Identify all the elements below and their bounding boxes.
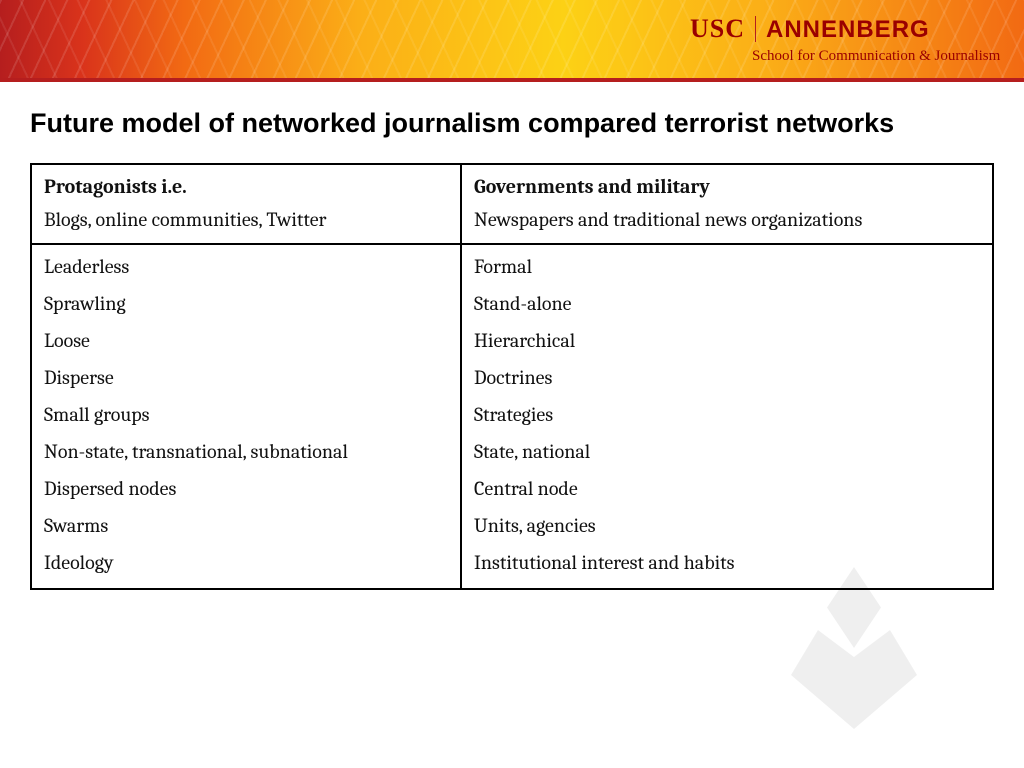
col-subtitle: Blogs, online communities, Twitter bbox=[44, 208, 448, 231]
attr-item: Hierarchical bbox=[474, 329, 980, 352]
attr-item: Institutional interest and habits bbox=[474, 551, 980, 574]
attr-item: Leaderless bbox=[44, 255, 448, 278]
col-title: Protagonists i.e. bbox=[44, 175, 448, 198]
slide-title: Future model of networked journalism com… bbox=[30, 108, 994, 139]
attr-item: Formal bbox=[474, 255, 980, 278]
attr-item: Central node bbox=[474, 477, 980, 500]
table-body-row: Leaderless Sprawling Loose Disperse Small gr… bbox=[31, 244, 993, 589]
attr-item: Ideology bbox=[44, 551, 448, 574]
attr-item: Doctrines bbox=[474, 366, 980, 389]
attr-item: Stand-alone bbox=[474, 292, 980, 315]
attr-item: Small groups bbox=[44, 403, 448, 426]
table-header-cell: Governments and military Newspapers and … bbox=[461, 164, 993, 244]
attr-item: Strategies bbox=[474, 403, 980, 426]
brand-subline: School for Communication & Journalism bbox=[664, 48, 1006, 65]
attr-list: Formal Stand-alone Hierarchical Doctrines St… bbox=[474, 255, 980, 574]
table-body-cell: Leaderless Sprawling Loose Disperse Small gr… bbox=[31, 244, 461, 589]
brand-annenberg: ANNENBERG bbox=[766, 16, 930, 44]
banner-strip bbox=[0, 78, 1024, 82]
col-subtitle: Newspapers and traditional news organiza… bbox=[474, 208, 980, 231]
col-title: Governments and military bbox=[474, 175, 980, 198]
table-body-cell: Formal Stand-alone Hierarchical Doctrines St… bbox=[461, 244, 993, 589]
slide-content: Future model of networked journalism com… bbox=[0, 82, 1024, 590]
attr-item: Sprawling bbox=[44, 292, 448, 315]
attr-item: State, national bbox=[474, 440, 980, 463]
brand-usc: USC bbox=[690, 14, 745, 44]
attr-item: Dispersed nodes bbox=[44, 477, 448, 500]
comparison-table: Protagonists i.e. Blogs, online communit… bbox=[30, 163, 994, 590]
attr-item: Swarms bbox=[44, 514, 448, 537]
attr-item: Loose bbox=[44, 329, 448, 352]
attr-item: Disperse bbox=[44, 366, 448, 389]
header-banner: USC ANNENBERG School for Communication &… bbox=[0, 0, 1024, 82]
table-header-row: Protagonists i.e. Blogs, online communit… bbox=[31, 164, 993, 244]
attr-list: Leaderless Sprawling Loose Disperse Small gr… bbox=[44, 255, 448, 574]
brand-block: USC ANNENBERG School for Communication &… bbox=[664, 0, 1024, 82]
attr-item: Units, agencies bbox=[474, 514, 980, 537]
table-header-cell: Protagonists i.e. Blogs, online communit… bbox=[31, 164, 461, 244]
attr-item: Non-state, transnational, subnational bbox=[44, 440, 448, 463]
brand-divider bbox=[755, 16, 756, 42]
